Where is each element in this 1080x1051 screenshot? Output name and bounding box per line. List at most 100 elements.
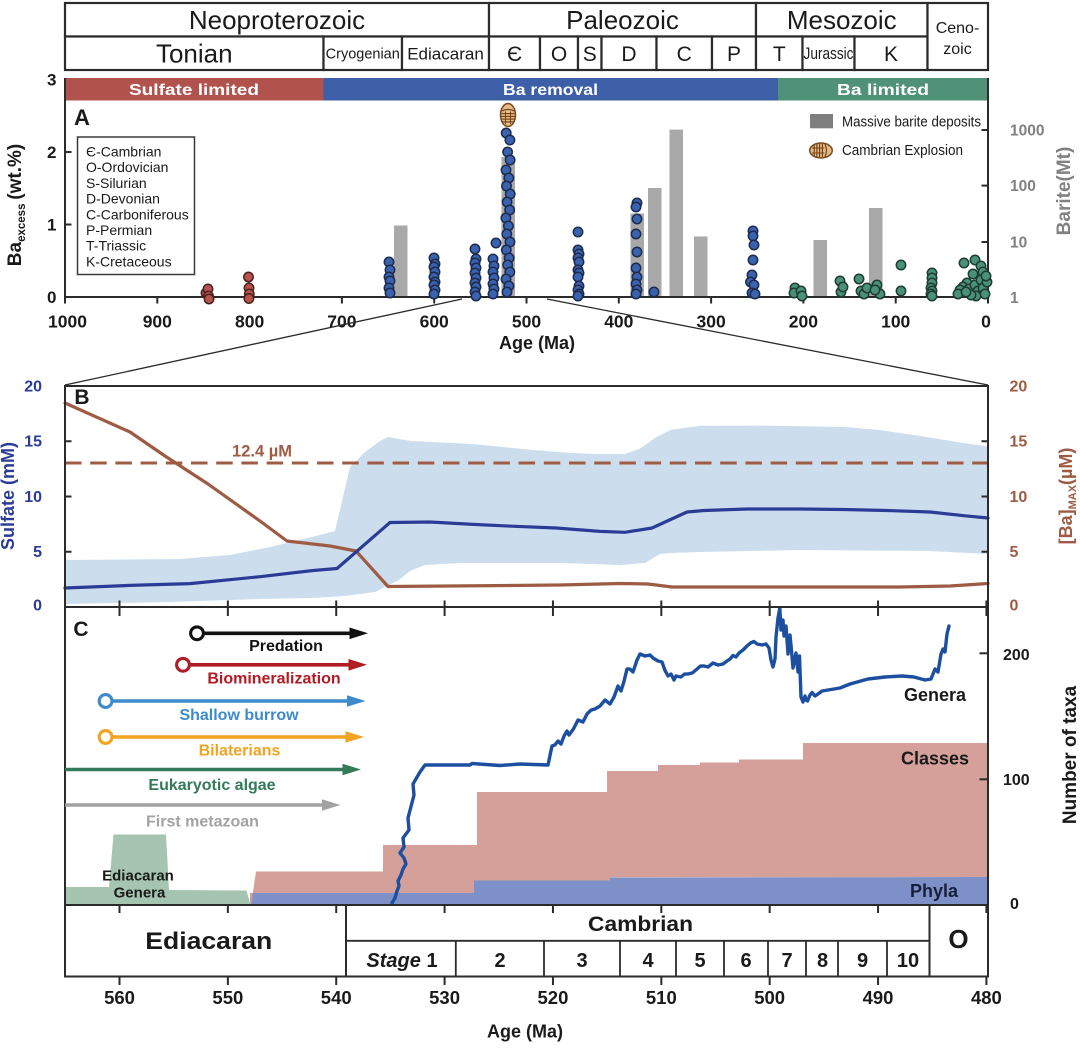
svg-text:0: 0	[33, 598, 42, 615]
svg-text:4: 4	[642, 950, 654, 972]
svg-text:P: P	[727, 43, 741, 66]
svg-text:Є-Cambrian: Є-Cambrian	[86, 144, 161, 160]
svg-text:zoic: zoic	[943, 41, 971, 58]
svg-text:Cambrian Explosion: Cambrian Explosion	[842, 142, 963, 159]
svg-text:0: 0	[981, 312, 991, 332]
svg-text:Genera: Genera	[114, 885, 166, 902]
svg-text:0: 0	[1010, 896, 1019, 913]
svg-text:Age (Ma): Age (Ma)	[487, 1022, 563, 1042]
svg-text:D: D	[621, 43, 636, 66]
svg-text:1: 1	[47, 216, 56, 235]
svg-text:20: 20	[24, 379, 42, 396]
svg-text:0: 0	[1010, 598, 1019, 615]
svg-text:Ba removal: Ba removal	[503, 82, 598, 99]
svg-text:2: 2	[47, 143, 56, 162]
svg-text:Stage 1: Stage 1	[366, 950, 437, 972]
svg-text:800: 800	[235, 312, 264, 332]
svg-text:P-Permian: P-Permian	[86, 222, 152, 238]
svg-text:Bilaterians: Bilaterians	[199, 743, 281, 760]
svg-text:Baexcess (wt.%): Baexcess (wt.%)	[5, 144, 28, 266]
svg-text:10: 10	[24, 489, 42, 506]
svg-text:6: 6	[740, 950, 751, 972]
svg-text:10: 10	[1010, 489, 1028, 506]
svg-text:100: 100	[881, 312, 910, 332]
svg-text:Ba limited: Ba limited	[837, 82, 929, 99]
svg-text:Ceno-: Ceno-	[936, 20, 980, 37]
svg-text:510: 510	[646, 987, 677, 1008]
svg-text:900: 900	[143, 312, 172, 332]
svg-text:5: 5	[1010, 544, 1019, 561]
svg-text:Number of taxa: Number of taxa	[1060, 685, 1080, 824]
svg-text:K: K	[884, 43, 898, 66]
svg-text:12.4 µM: 12.4 µM	[232, 443, 292, 461]
svg-text:S: S	[583, 43, 597, 66]
svg-text:20: 20	[1010, 379, 1028, 396]
svg-text:Biomineralization: Biomineralization	[207, 671, 340, 688]
svg-text:Neoproterozoic: Neoproterozoic	[189, 5, 365, 35]
svg-text:B: B	[74, 386, 89, 409]
svg-text:0: 0	[47, 288, 56, 307]
svg-text:Classes: Classes	[901, 749, 969, 769]
svg-text:15: 15	[24, 434, 42, 451]
svg-text:C-Carboniferous: C-Carboniferous	[86, 206, 189, 222]
svg-text:O: O	[551, 43, 567, 66]
svg-text:600: 600	[420, 312, 449, 332]
svg-text:T: T	[773, 43, 786, 66]
svg-text:Ediacaran: Ediacaran	[145, 928, 272, 955]
svg-text:520: 520	[538, 987, 569, 1008]
svg-text:490: 490	[863, 987, 894, 1008]
svg-text:100: 100	[1003, 772, 1030, 789]
svg-text:Phyla: Phyla	[910, 881, 959, 901]
svg-text:Ediacaran: Ediacaran	[102, 868, 174, 885]
svg-text:5: 5	[694, 950, 705, 972]
svg-text:Eukaryotic algae: Eukaryotic algae	[148, 777, 275, 794]
svg-text:Ediacaran: Ediacaran	[407, 44, 484, 63]
svg-text:Cryogenian: Cryogenian	[326, 46, 400, 62]
svg-text:Predation: Predation	[249, 638, 323, 655]
svg-text:A: A	[74, 105, 90, 130]
svg-text:Tonian: Tonian	[156, 39, 233, 69]
svg-text:K-Cretaceous: K-Cretaceous	[86, 253, 172, 269]
svg-text:Є: Є	[507, 43, 522, 66]
svg-text:O: O	[948, 924, 968, 954]
svg-text:Mesozoic: Mesozoic	[787, 5, 897, 35]
svg-text:[Ba]MAX(µM): [Ba]MAX(µM)	[1056, 448, 1079, 545]
svg-text:480: 480	[971, 987, 1002, 1008]
svg-text:Sulfate (mM): Sulfate (mM)	[0, 442, 18, 550]
svg-text:550: 550	[212, 987, 243, 1008]
svg-text:200: 200	[1003, 647, 1030, 664]
svg-text:500: 500	[512, 312, 541, 332]
svg-text:9: 9	[857, 950, 868, 972]
svg-text:5: 5	[33, 544, 42, 561]
svg-text:O-Ordovician: O-Ordovician	[86, 159, 168, 175]
svg-text:1000: 1000	[1010, 123, 1044, 140]
svg-text:10: 10	[1010, 235, 1027, 252]
svg-text:8: 8	[817, 950, 828, 972]
svg-text:700: 700	[327, 312, 356, 332]
svg-text:Paleozoic: Paleozoic	[566, 5, 679, 35]
svg-text:100: 100	[1010, 178, 1036, 195]
svg-text:3: 3	[47, 71, 56, 90]
svg-text:2: 2	[494, 950, 505, 972]
svg-text:T-Triassic: T-Triassic	[86, 238, 146, 254]
svg-text:First metazoan: First metazoan	[146, 814, 259, 831]
svg-text:3: 3	[576, 950, 587, 972]
svg-text:C: C	[677, 43, 692, 66]
svg-text:200: 200	[789, 312, 818, 332]
svg-text:300: 300	[696, 312, 725, 332]
svg-text:Genera: Genera	[904, 685, 967, 705]
svg-text:Sulfate limited: Sulfate limited	[129, 82, 259, 99]
svg-text:540: 540	[321, 987, 352, 1008]
svg-text:1: 1	[1010, 290, 1019, 307]
svg-text:D-Devonian: D-Devonian	[86, 191, 160, 207]
svg-text:Age (Ma): Age (Ma)	[499, 333, 575, 353]
svg-text:15: 15	[1010, 434, 1028, 451]
svg-text:7: 7	[781, 950, 792, 972]
svg-text:Shallow burrow: Shallow burrow	[179, 707, 299, 724]
svg-text:10: 10	[897, 950, 919, 972]
svg-text:Jurassic: Jurassic	[804, 45, 854, 63]
svg-text:Barite(Mt): Barite(Mt)	[1054, 147, 1075, 236]
svg-text:Massive barite deposits: Massive barite deposits	[842, 114, 981, 131]
svg-text:530: 530	[429, 987, 460, 1008]
svg-text:1000: 1000	[48, 312, 87, 332]
